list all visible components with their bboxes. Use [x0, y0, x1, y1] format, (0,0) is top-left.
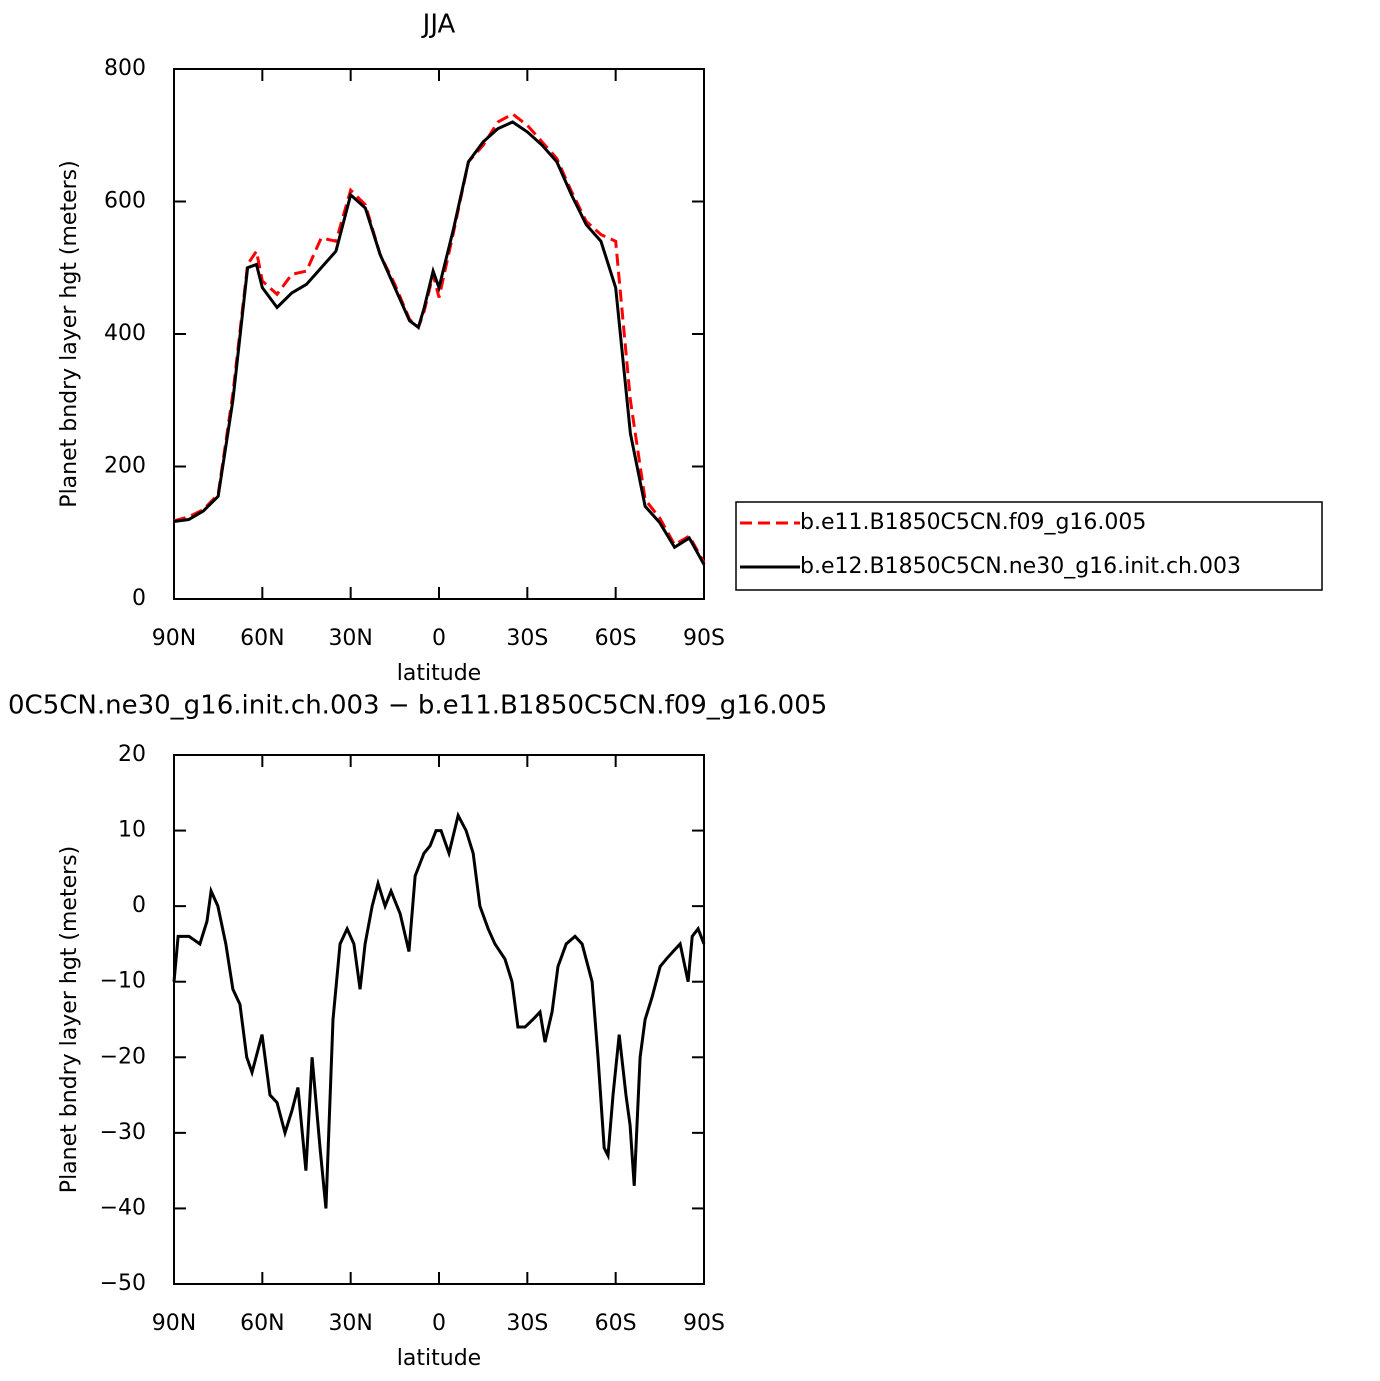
y-tick-label: 10 — [118, 818, 146, 843]
y-tick-label: 800 — [104, 56, 146, 81]
y-tick-label: 400 — [104, 321, 146, 346]
y-tick-label: 0 — [132, 586, 146, 611]
y-tick-label: −20 — [100, 1044, 146, 1069]
data-line — [172, 811, 706, 1209]
y-tick-label: −40 — [100, 1195, 146, 1220]
x-tick-label: 30S — [506, 1311, 548, 1336]
x-tick-label: 60N — [240, 1311, 284, 1336]
data-line — [173, 120, 706, 566]
y-tick-label: 0 — [132, 893, 146, 918]
x-tick-label: 30S — [506, 626, 548, 651]
plot-frame — [173, 754, 705, 1285]
x-tick-label: 60S — [595, 626, 637, 651]
y-tick-label: 600 — [104, 189, 146, 214]
x-tick-label: 90S — [683, 626, 725, 651]
chart-title: JJA — [421, 10, 456, 40]
x-tick-label: 0 — [432, 1311, 446, 1336]
x-tick-label: 90N — [152, 626, 196, 651]
x-tick-label: 0 — [432, 626, 446, 651]
x-tick-label: 60S — [595, 1311, 637, 1336]
x-axis-label: latitude — [397, 1346, 481, 1371]
y-axis-label: Planet bndry layer hgt (meters) — [57, 846, 82, 1193]
y-tick-label: −30 — [100, 1120, 146, 1145]
y-tick-label: −50 — [100, 1271, 146, 1296]
x-axis-label: latitude — [397, 661, 481, 686]
x-tick-label: 30N — [328, 1311, 372, 1336]
y-axis-label: Planet bndry layer hgt (meters) — [57, 160, 82, 507]
x-tick-label: 60N — [240, 626, 284, 651]
x-tick-label: 90S — [683, 1311, 725, 1336]
y-tick-label: 20 — [118, 742, 146, 767]
data-line — [173, 112, 706, 564]
y-tick-label: 200 — [104, 454, 146, 479]
legend-label: b.e11.B1850C5CN.f09_g16.005 — [800, 510, 1146, 535]
chart-title: 0C5CN.ne30_g16.init.ch.003 − b.e11.B1850… — [8, 691, 827, 721]
x-tick-label: 30N — [328, 626, 372, 651]
x-tick-label: 90N — [152, 1311, 196, 1336]
legend-box — [735, 501, 1323, 591]
y-tick-label: −10 — [100, 969, 146, 994]
legend-label: b.e12.B1850C5CN.ne30_g16.init.ch.003 — [800, 554, 1241, 579]
